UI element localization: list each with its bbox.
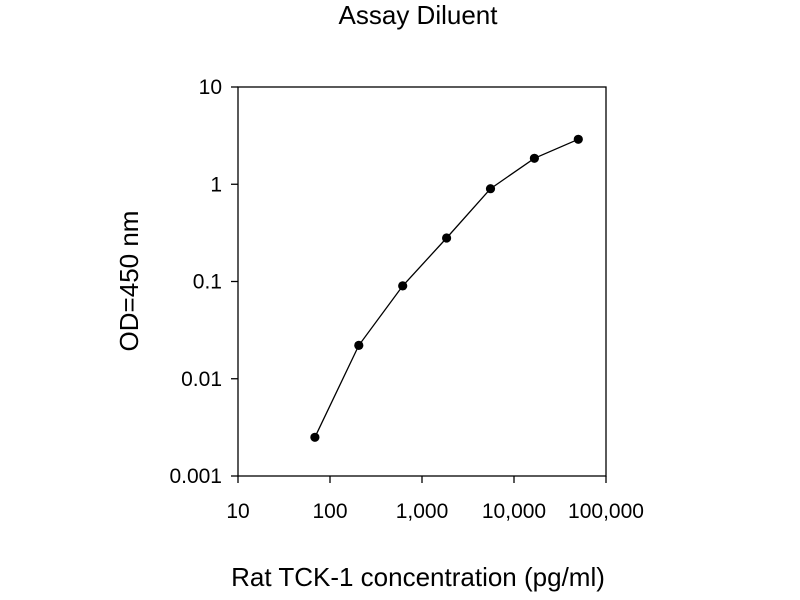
chart-title: Assay Diluent — [339, 0, 499, 30]
x-tick-label: 100 — [312, 500, 347, 523]
data-point — [398, 281, 408, 291]
y-axis-label: OD=450 nm — [114, 211, 144, 352]
x-tick-label: 10,000 — [482, 500, 546, 523]
x-tick-label: 10 — [226, 500, 249, 523]
y-tick-label: 1 — [210, 173, 222, 196]
x-axis-label: Rat TCK-1 concentration (pg/ml) — [231, 562, 605, 592]
y-tick-label: 10 — [199, 76, 222, 99]
data-point — [442, 233, 452, 243]
x-axis: 10 100 1,000 10,000 100,000 — [226, 476, 644, 523]
x-tick-label: 1,000 — [396, 500, 449, 523]
data-point — [310, 432, 320, 442]
series-line — [314, 138, 579, 438]
data-point — [354, 340, 364, 350]
x-tick-label: 100,000 — [568, 500, 644, 523]
y-tick-label: 0.001 — [169, 465, 222, 488]
data-point — [485, 184, 496, 194]
data-series — [310, 134, 583, 442]
y-axis: 0.001 0.01 0.1 1 10 — [169, 76, 238, 488]
plot-frame — [237, 86, 607, 477]
y-tick-label: 0.1 — [193, 271, 222, 294]
data-point — [573, 134, 583, 144]
data-point — [529, 153, 540, 163]
y-tick-label: 0.01 — [181, 368, 222, 391]
